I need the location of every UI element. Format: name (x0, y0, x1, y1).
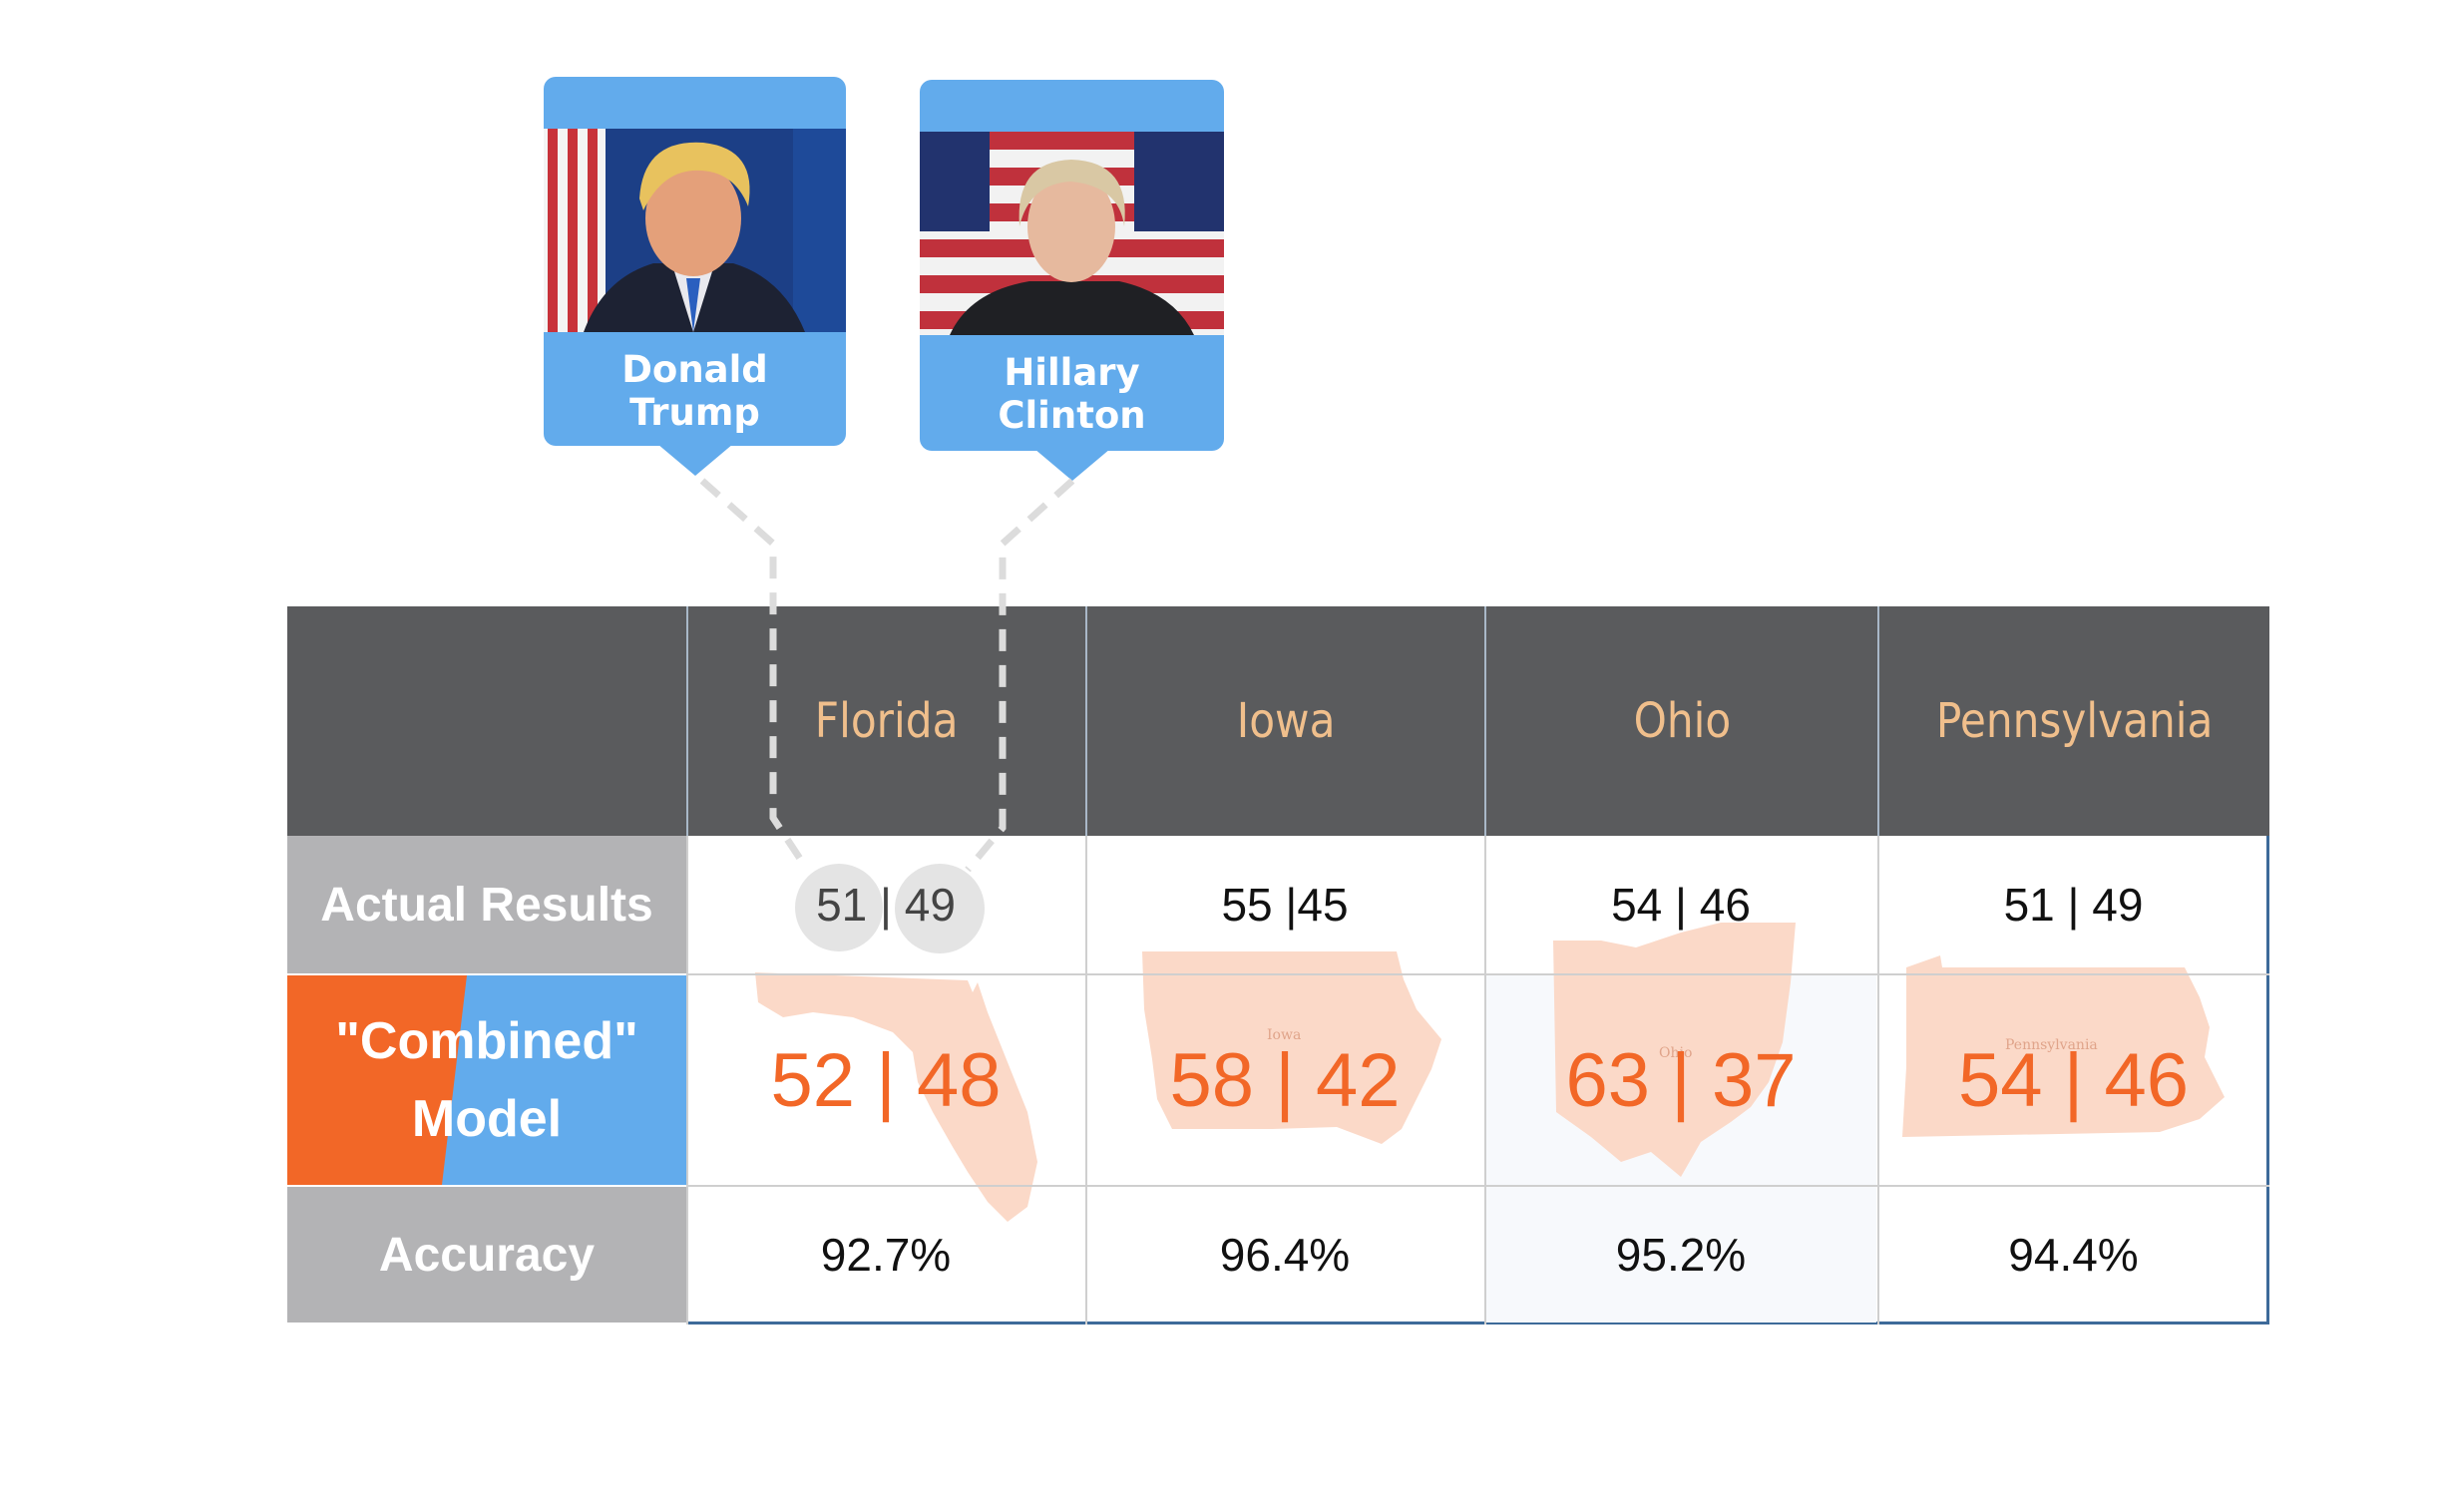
header-iowa: Iowa (1085, 606, 1484, 836)
candidate-name-trump: Donald Trump (544, 348, 846, 434)
state-name: Pennsylvania (1935, 693, 2214, 749)
first-name: Hillary (1004, 351, 1140, 394)
actual-iowa: 55 |45 (1221, 879, 1349, 931)
grid-line (1085, 836, 1087, 1324)
grid-line (686, 973, 2269, 975)
grid-line (1877, 836, 1879, 1324)
accuracy-pennsylvania: 94.4% (2008, 1229, 2139, 1281)
map-label: Ohio (1659, 1045, 1692, 1061)
card-pointer (1033, 449, 1110, 481)
map-label: Pennsylvania (2005, 1037, 2098, 1053)
row-label-model: "Combined" Model (287, 975, 686, 1185)
candidate-card-trump: Donald Trump (544, 77, 846, 476)
model-ohio: 63 | 37 (1565, 1037, 1797, 1123)
header-pennsylvania: Pennsylvania (1877, 606, 2269, 836)
highlight-circle (795, 864, 883, 951)
state-name: Ohio (1633, 693, 1731, 749)
trump-photo (544, 129, 846, 332)
candidate-card-clinton: Hillary Clinton (920, 80, 1224, 481)
header-ohio: Ohio (1484, 606, 1877, 836)
state-name: Iowa (1236, 693, 1336, 749)
first-name: Donald (621, 348, 768, 391)
candidate-name-clinton: Hillary Clinton (920, 351, 1224, 437)
last-name: Trump (629, 391, 760, 434)
row-label-text: Actual Results (320, 878, 653, 932)
row-label-text: "Combined" (335, 1012, 638, 1070)
grid-line (686, 836, 688, 1324)
actual-ohio: 54 | 46 (1611, 879, 1751, 931)
clinton-photo (920, 132, 1224, 335)
actual-florida: 51 | 49 (816, 879, 956, 931)
last-name: Clinton (998, 394, 1146, 437)
row-label-accuracy: Accuracy (287, 1187, 686, 1323)
row-label-text: Accuracy (378, 1228, 596, 1282)
row-label-text: Model (411, 1090, 563, 1148)
grid-line (686, 1185, 2269, 1187)
header-florida: Florida (686, 606, 1085, 836)
actual-pennsylvania: 51 | 49 (2003, 879, 2144, 931)
iowa-map: Iowa (1142, 951, 1441, 1144)
state-name: Florida (815, 693, 959, 749)
model-iowa: 58 | 42 (1169, 1037, 1401, 1123)
model-pennsylvania: 54 | 46 (1957, 1037, 2190, 1123)
florida-map (755, 972, 1037, 1222)
card-pointer (656, 444, 733, 476)
accuracy-ohio: 95.2% (1615, 1229, 1747, 1281)
accuracy-iowa: 96.4% (1219, 1229, 1351, 1281)
row-label-actual: Actual Results (287, 836, 686, 973)
grid-line (1484, 836, 1486, 1324)
accuracy-florida: 92.7% (820, 1229, 952, 1281)
header-corner (287, 606, 686, 836)
ohio-map: Ohio (1553, 923, 1796, 1177)
model-florida: 52 | 48 (770, 1037, 1002, 1123)
map-label: Iowa (1267, 1027, 1301, 1043)
pennsylvania-map: Pennsylvania (1902, 955, 2225, 1137)
highlight-circle (895, 864, 985, 953)
